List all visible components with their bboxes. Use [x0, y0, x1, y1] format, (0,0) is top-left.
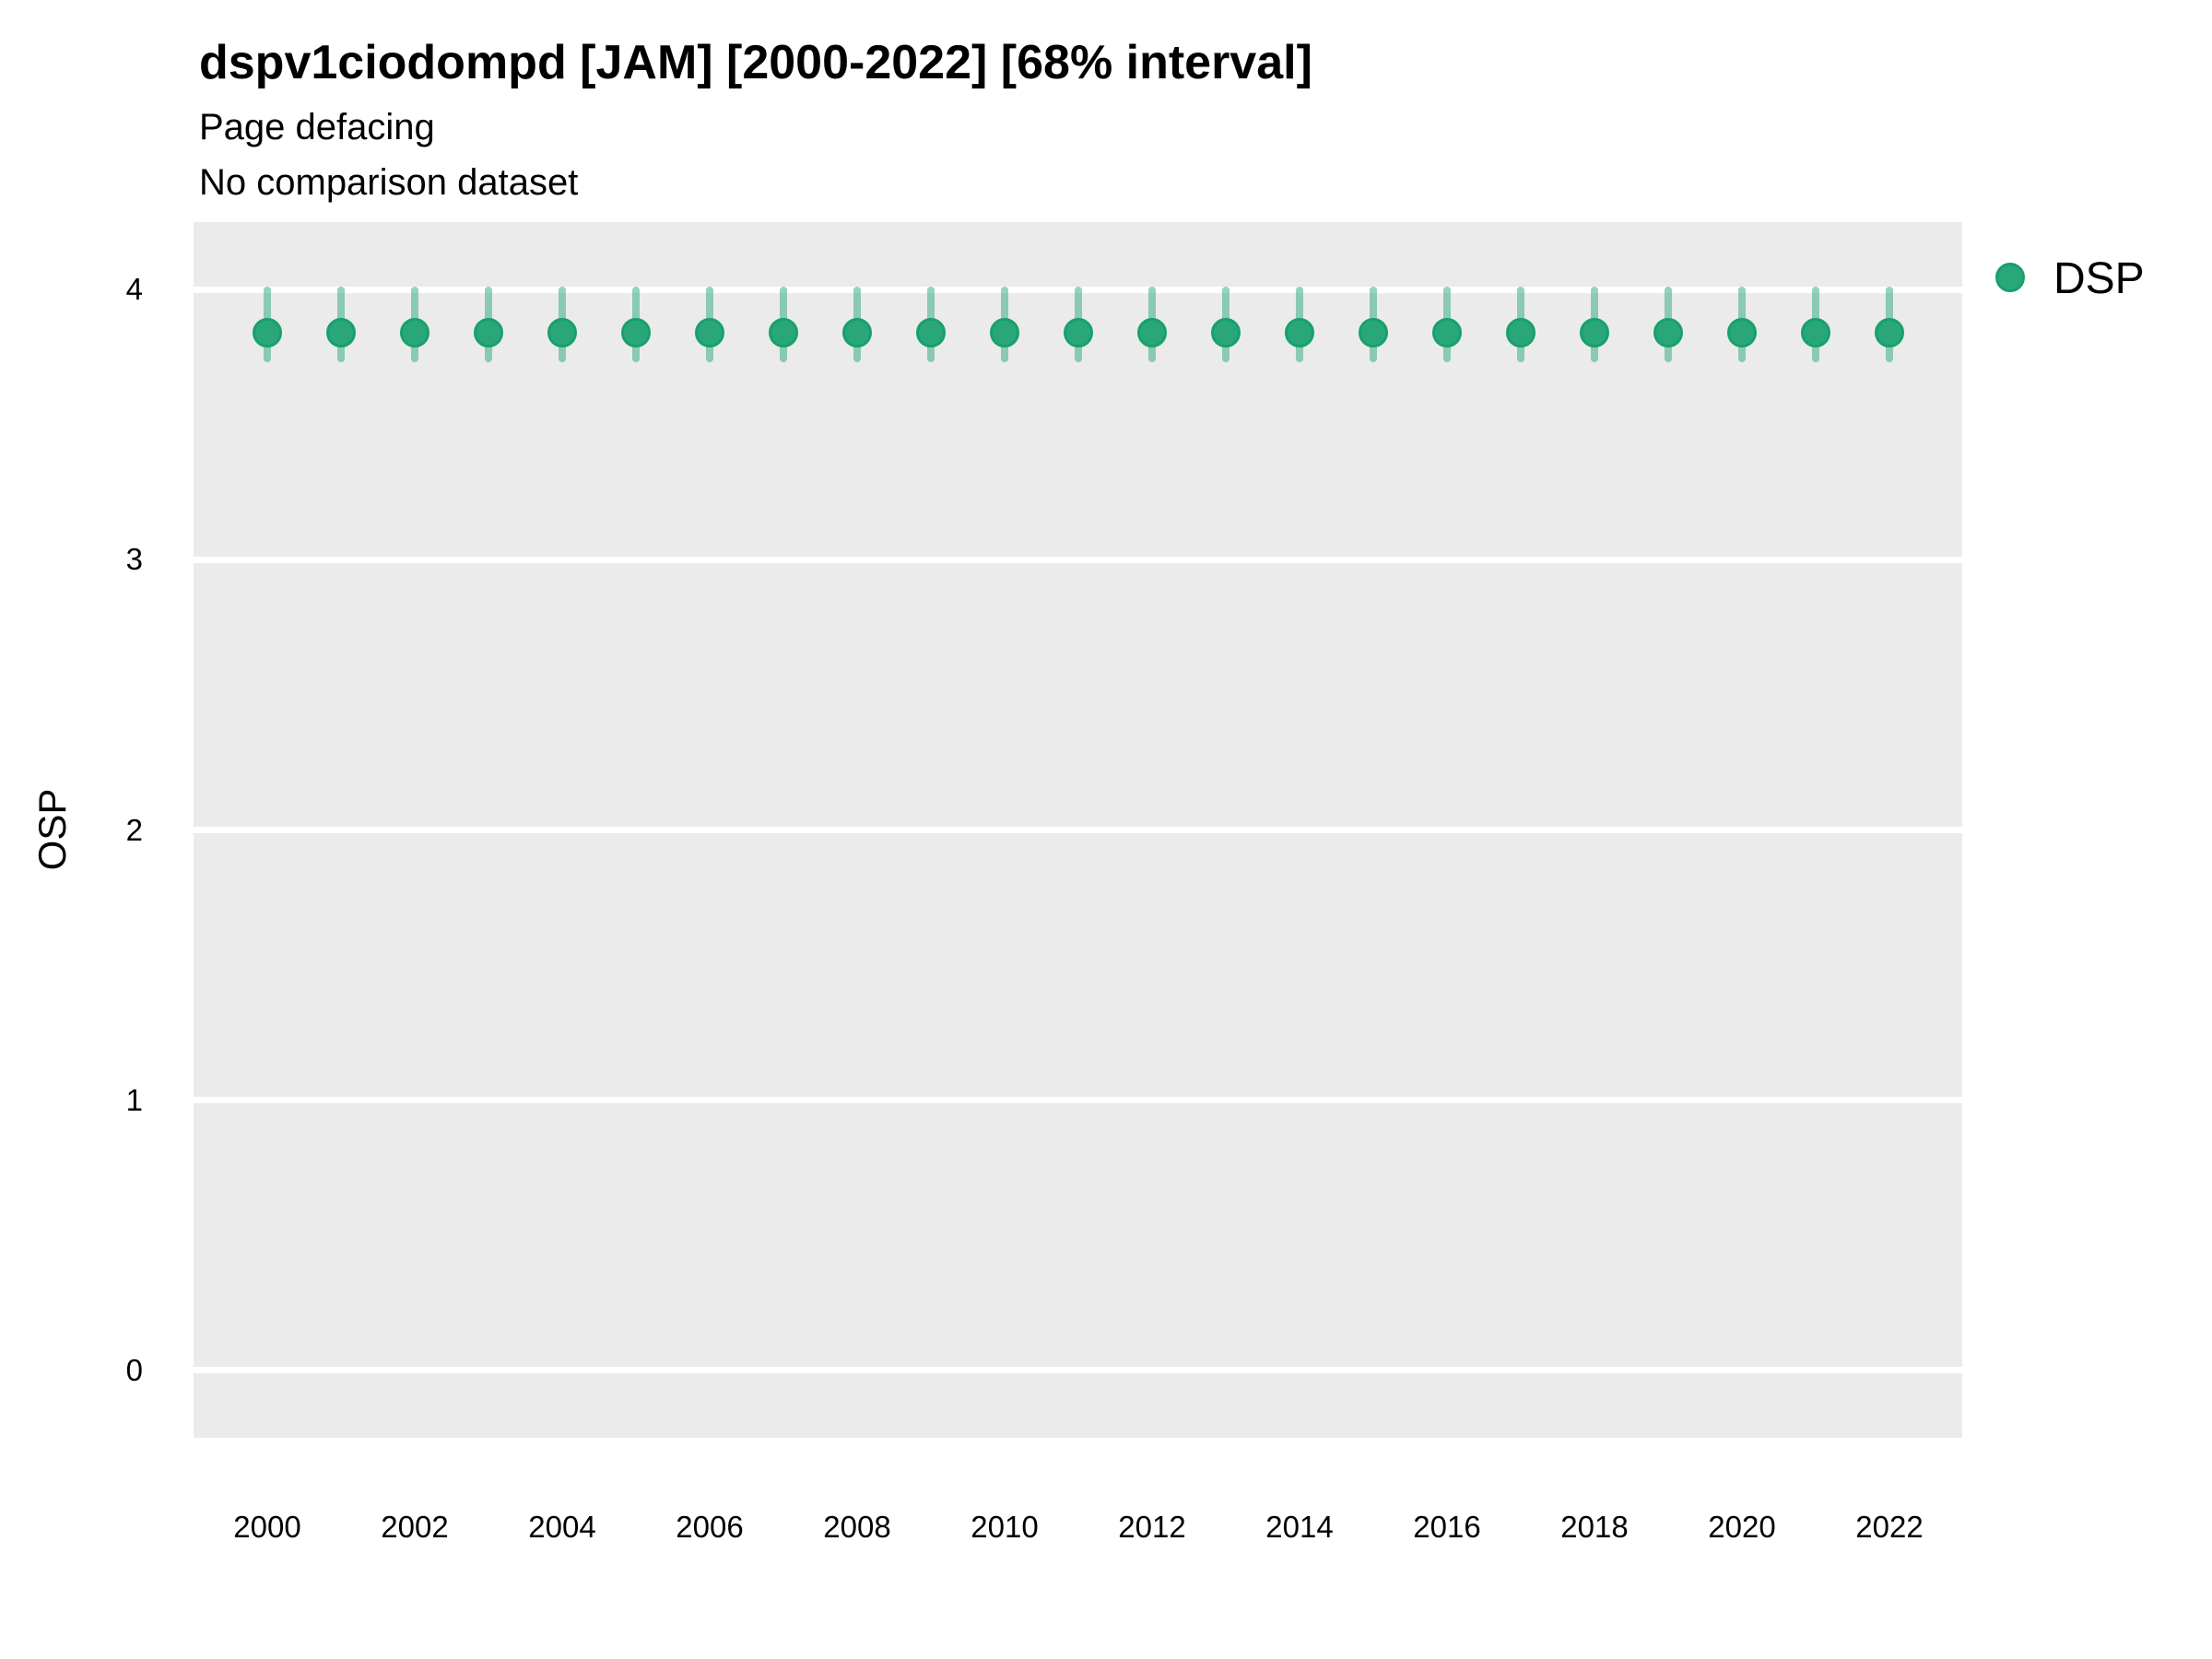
- data-point: [695, 318, 724, 348]
- data-point: [326, 318, 356, 348]
- x-tick-label: 2004: [528, 1510, 596, 1544]
- chart-subtitle: Page defacing: [199, 107, 435, 147]
- comparison-note: No comparison dataset: [199, 162, 579, 203]
- legend: DSP: [1995, 253, 2198, 303]
- legend-label: DSP: [2053, 254, 2145, 303]
- x-tick-label: 2020: [1708, 1510, 1776, 1544]
- x-tick-label: 2012: [1118, 1510, 1186, 1544]
- x-tick-label: 2010: [971, 1510, 1039, 1544]
- data-point: [547, 318, 577, 348]
- data-point: [769, 318, 798, 348]
- plot-area: [194, 222, 1962, 1438]
- y-tick-label: 4: [125, 272, 143, 307]
- data-point: [1801, 318, 1830, 348]
- legend-dot-icon: [1995, 263, 2025, 292]
- x-tick-label: 2016: [1413, 1510, 1481, 1544]
- data-point: [1653, 318, 1683, 348]
- y-tick-label: 3: [125, 542, 143, 577]
- y-tick-label: 1: [125, 1082, 143, 1117]
- data-point: [621, 318, 651, 348]
- x-tick-label: 2014: [1265, 1510, 1334, 1544]
- y-tick-label: 2: [125, 812, 143, 847]
- gridline-y-1: [194, 1097, 1962, 1104]
- data-point: [1580, 318, 1609, 348]
- chart-title: dspv1ciodompd [JAM] [2000-2022] [68% int…: [199, 36, 1312, 89]
- data-point: [1359, 318, 1388, 348]
- data-point: [1137, 318, 1167, 348]
- data-point: [1432, 318, 1462, 348]
- gridline-y-0: [194, 1367, 1962, 1374]
- gridline-y-2: [194, 827, 1962, 833]
- data-point: [842, 318, 872, 348]
- data-point: [1285, 318, 1314, 348]
- data-point: [990, 318, 1019, 348]
- x-tick-label: 2008: [823, 1510, 891, 1544]
- data-point: [253, 318, 282, 348]
- data-point: [1064, 318, 1093, 348]
- data-point: [474, 318, 503, 348]
- data-point: [1727, 318, 1757, 348]
- data-point: [916, 318, 946, 348]
- data-point: [1211, 318, 1241, 348]
- x-tick-label: 2000: [233, 1510, 301, 1544]
- gridline-y-3: [194, 556, 1962, 563]
- data-point: [1506, 318, 1535, 348]
- x-tick-label: 2018: [1560, 1510, 1629, 1544]
- data-point: [1875, 318, 1904, 348]
- x-tick-label: 2002: [381, 1510, 449, 1544]
- x-tick-label: 2022: [1855, 1510, 1924, 1544]
- data-point: [400, 318, 429, 348]
- x-tick-label: 2006: [676, 1510, 744, 1544]
- y-tick-label: 0: [125, 1352, 143, 1387]
